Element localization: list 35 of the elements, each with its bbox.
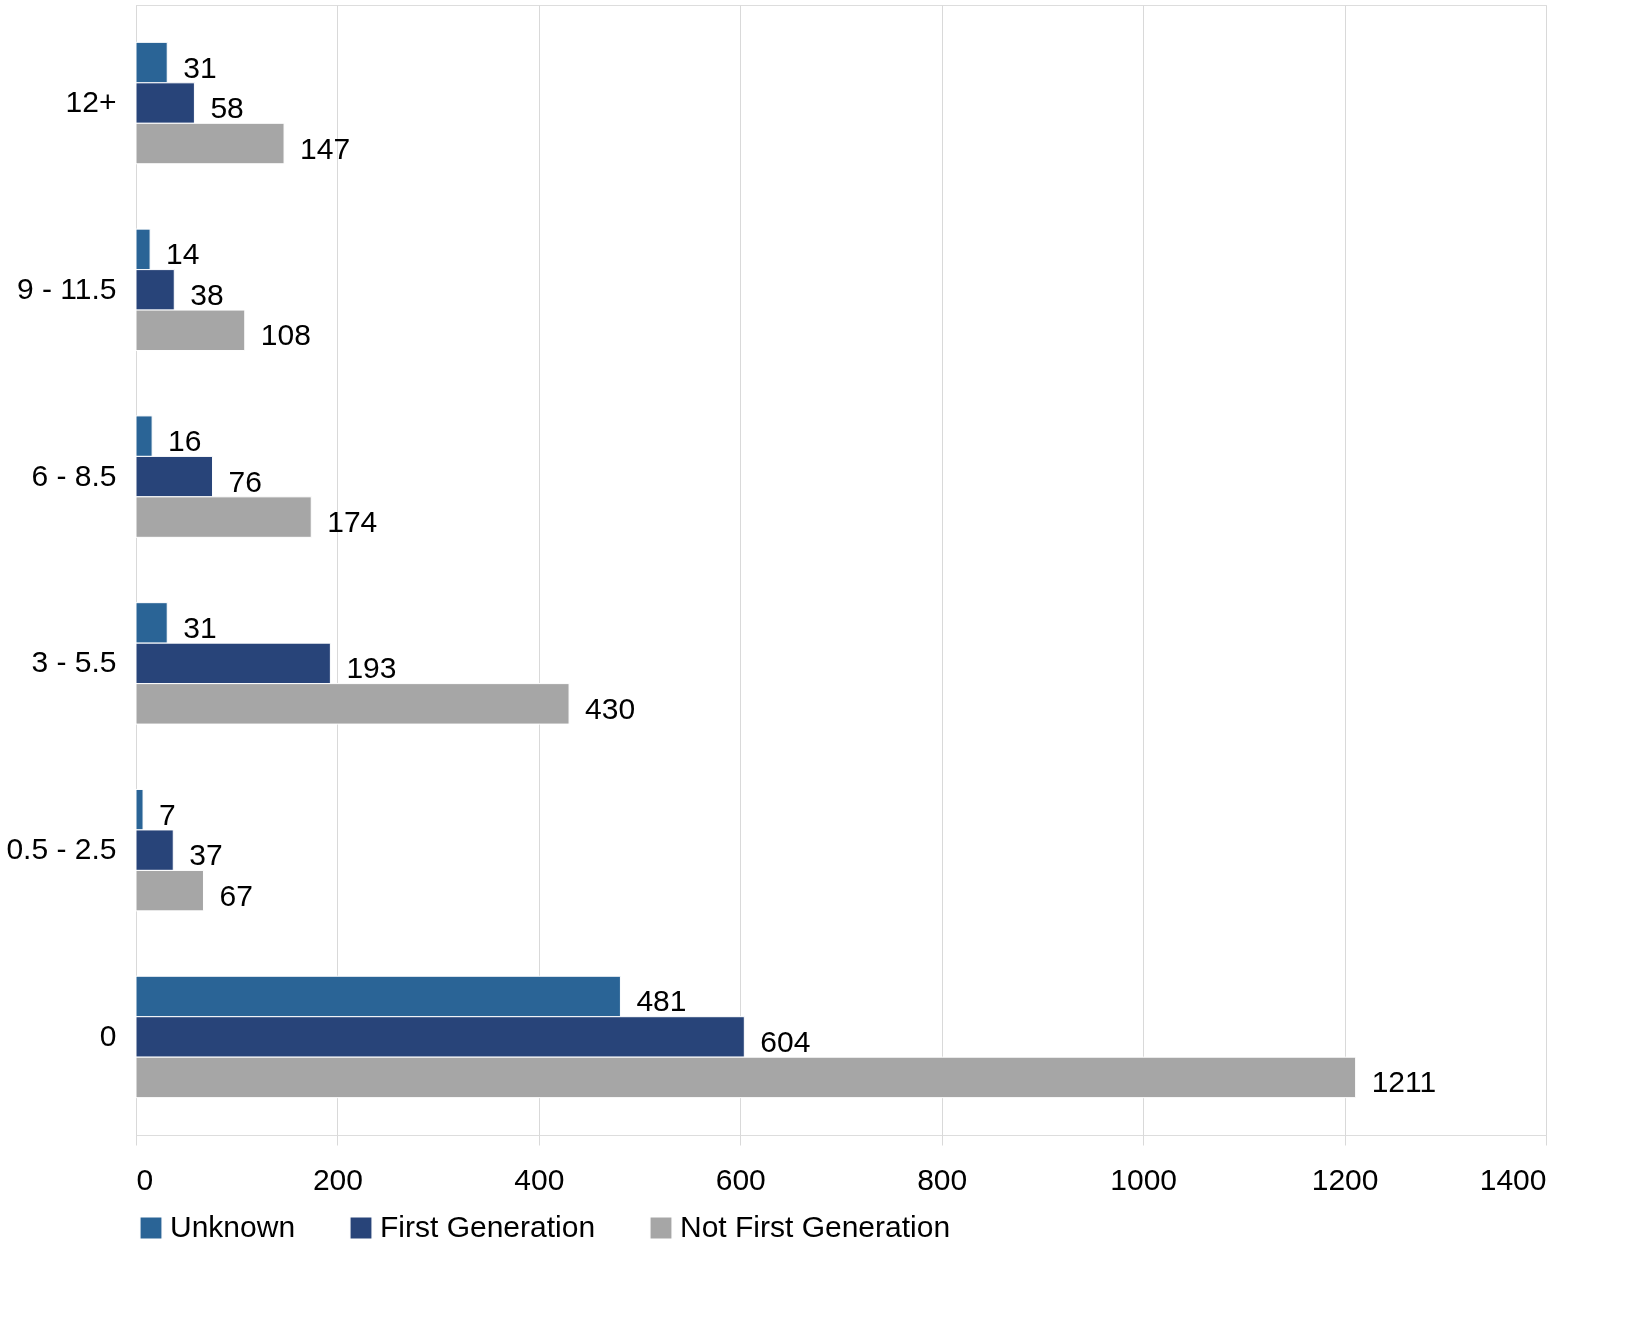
data-label: 67 bbox=[219, 878, 253, 912]
y-tick-label: 12+ bbox=[65, 85, 117, 119]
x-tick-label: 200 bbox=[312, 1162, 363, 1196]
data-label: 147 bbox=[300, 131, 351, 165]
data-label: 31 bbox=[183, 50, 217, 84]
data-label: 14 bbox=[166, 237, 200, 271]
data-label: 16 bbox=[168, 424, 202, 458]
data-label: 38 bbox=[190, 277, 224, 311]
data-label: 174 bbox=[327, 505, 378, 539]
x-tick-label: 1000 bbox=[1110, 1162, 1178, 1196]
y-tick-label: 0 bbox=[99, 1018, 117, 1052]
y-tick-label: 0.5 - 2.5 bbox=[6, 832, 117, 866]
data-label: 31 bbox=[183, 610, 217, 644]
x-tick-label: 400 bbox=[514, 1162, 565, 1196]
x-tick-label: 800 bbox=[917, 1162, 968, 1196]
data-label: 1211 bbox=[1371, 1065, 1437, 1099]
legend-label: Not First Generation bbox=[680, 1210, 951, 1243]
data-label: 7 bbox=[159, 797, 176, 831]
x-tick-label: 1400 bbox=[1479, 1162, 1547, 1196]
x-tick-label: 600 bbox=[715, 1162, 766, 1196]
legend-label: First Generation bbox=[380, 1210, 596, 1243]
data-label: 58 bbox=[210, 91, 244, 125]
data-label: 76 bbox=[228, 464, 262, 498]
y-tick-label: 3 - 5.5 bbox=[31, 645, 117, 679]
data-label: 37 bbox=[189, 838, 223, 872]
data-label: 193 bbox=[346, 651, 397, 685]
x-tick-label: 0 bbox=[136, 1162, 154, 1196]
legend-label: Unknown bbox=[170, 1210, 296, 1243]
data-label: 108 bbox=[260, 318, 311, 352]
y-tick-label: 6 - 8.5 bbox=[31, 458, 117, 492]
x-tick-label: 1200 bbox=[1311, 1162, 1379, 1196]
data-label: 430 bbox=[585, 691, 636, 725]
data-label: 604 bbox=[760, 1024, 811, 1058]
y-tick-label: 9 - 11.5 bbox=[16, 271, 117, 305]
data-label: 481 bbox=[636, 984, 687, 1018]
